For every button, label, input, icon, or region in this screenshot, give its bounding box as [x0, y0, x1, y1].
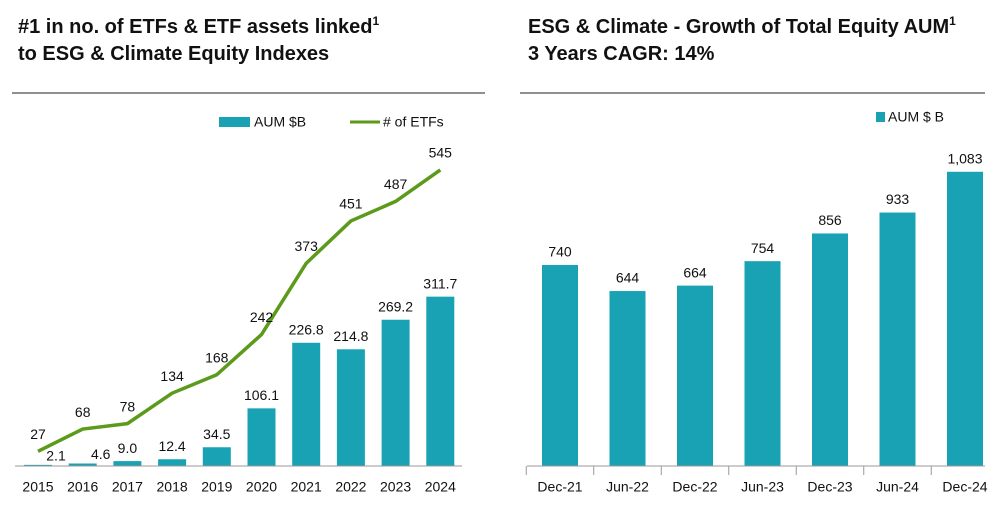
line	[37, 168, 442, 453]
bar	[336, 349, 365, 466]
line-value-label: 168	[205, 349, 229, 365]
legend-label: # of ETFs	[383, 114, 444, 130]
x-tick-label: 2017	[112, 479, 143, 495]
x-tick-label: Dec-24	[942, 479, 987, 495]
legend-label: AUM $ B	[888, 109, 944, 125]
line-value-label: 134	[160, 368, 184, 384]
bar-value-label: 214.8	[333, 328, 368, 344]
x-tick-label: Jun-23	[741, 479, 784, 495]
bar-value-label: 311.7	[423, 275, 457, 291]
bar	[158, 459, 187, 466]
x-tick-label: 2021	[291, 479, 322, 495]
line-value-label: 242	[250, 309, 274, 325]
title-line: to ESG & Climate Equity Indexes	[18, 43, 329, 65]
x-tick-label: 2022	[335, 479, 366, 495]
line-value-label: 68	[75, 404, 91, 420]
legend-label: AUM $B	[254, 114, 306, 130]
bar-value-label: 12.4	[158, 438, 185, 454]
x-tick-label: 2016	[67, 479, 98, 495]
line-value-label: 545	[429, 145, 453, 161]
bar-value-label: 1,083	[947, 150, 982, 166]
bar	[247, 408, 276, 466]
line-value-label: 373	[295, 238, 319, 254]
x-tick-label: 2023	[380, 479, 411, 495]
bar	[426, 296, 455, 466]
bar-value-label: 9.0	[118, 440, 138, 456]
x-tick-label: 2015	[22, 479, 53, 495]
footnote-mark: 1	[373, 14, 380, 28]
bar-value-label: 933	[886, 191, 910, 207]
bar	[113, 461, 142, 466]
bar	[609, 291, 646, 466]
x-tick-label: Jun-24	[876, 479, 919, 495]
bar	[292, 342, 321, 466]
footnote-mark: 1	[949, 14, 956, 28]
x-tick-label: 2018	[157, 479, 188, 495]
bar	[677, 285, 713, 466]
legend-swatch	[219, 117, 250, 127]
chart-title: ESG & Climate - Growth of Total Equity A…	[528, 14, 956, 38]
title-line: 3 Years CAGR: 14%	[528, 43, 715, 65]
x-tick-label: 2024	[425, 479, 456, 495]
bar-value-label: 34.5	[203, 426, 230, 442]
chart-title: #1 in no. of ETFs & ETF assets linked1	[18, 14, 380, 38]
title-line: ESG & Climate - Growth of Total Equity A…	[528, 16, 949, 38]
bar-value-label: 106.1	[244, 387, 279, 403]
bar	[879, 212, 916, 466]
bar-value-label: 754	[751, 240, 775, 256]
bar-value-label: 226.8	[289, 321, 324, 337]
bar	[68, 463, 97, 466]
bar	[381, 319, 410, 466]
x-tick-label: 2019	[201, 479, 232, 495]
title-line: #1 in no. of ETFs & ETF assets linked	[18, 16, 373, 38]
x-tick-label: 2020	[246, 479, 277, 495]
bar	[744, 261, 781, 466]
line-value-label: 27	[30, 426, 46, 442]
bar-value-label: 740	[548, 244, 572, 260]
bar	[812, 233, 848, 466]
bar-value-label: 269.2	[378, 298, 413, 314]
x-tick-label: Dec-22	[672, 479, 717, 495]
x-tick-label: Dec-23	[807, 479, 852, 495]
bar-value-label: 856	[818, 212, 842, 228]
bar-value-label: 4.6	[91, 446, 111, 462]
bar-value-label: 2.1	[46, 448, 66, 464]
line-value-label: 451	[339, 196, 363, 212]
chart-title: to ESG & Climate Equity Indexes	[18, 43, 329, 65]
x-tick-label: Dec-21	[537, 479, 582, 495]
chart-title: 3 Years CAGR: 14%	[528, 43, 715, 65]
line-value-label: 78	[120, 398, 136, 414]
x-tick-label: Jun-22	[606, 479, 649, 495]
bar	[202, 447, 231, 466]
bar-value-label: 644	[616, 270, 640, 286]
bar-value-label: 664	[683, 264, 707, 280]
bar	[947, 171, 983, 466]
line-value-label: 487	[384, 176, 408, 192]
legend-swatch	[876, 112, 885, 122]
bar	[542, 264, 578, 466]
bar	[24, 464, 52, 466]
